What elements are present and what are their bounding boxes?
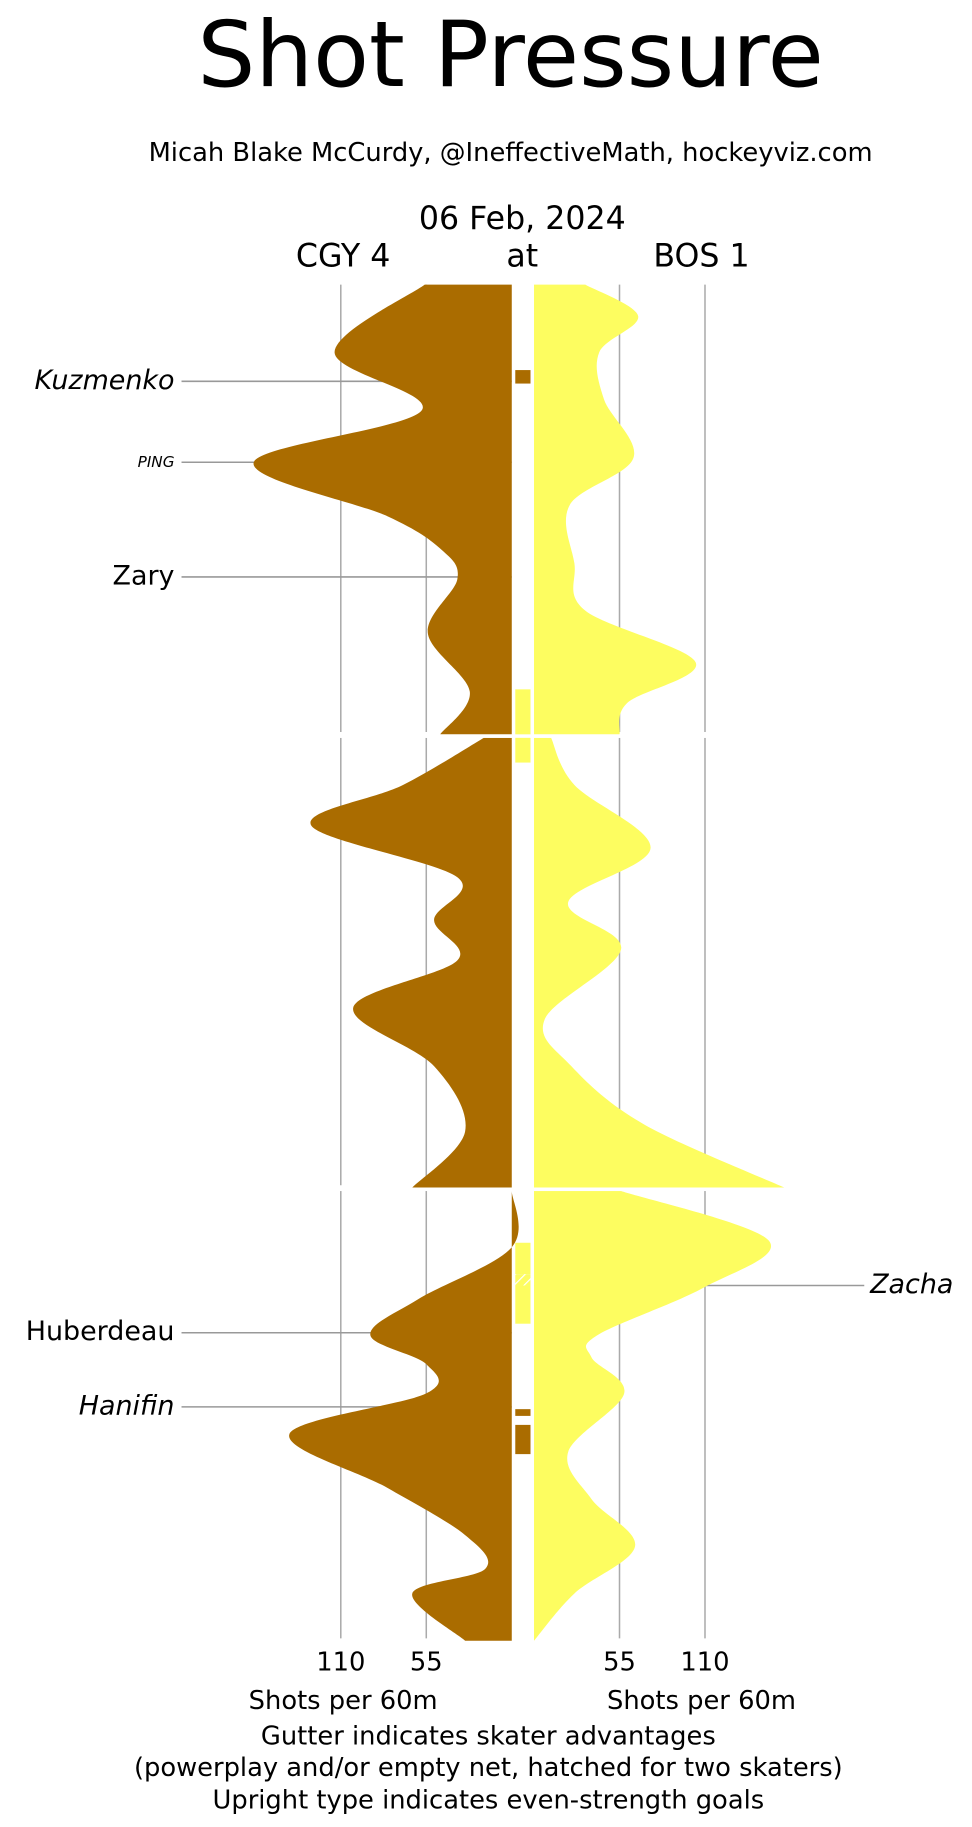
subtitle: Micah Blake McCurdy, @IneffectiveMath, h… — [149, 138, 873, 168]
note: Gutter indicates skater advantages — [261, 1721, 716, 1751]
away-label: CGY 4 — [296, 239, 390, 275]
note: Upright type indicates even-strength goa… — [213, 1786, 765, 1816]
gutter-mark — [515, 1285, 531, 1324]
x-tick-label: 55 — [410, 1647, 443, 1677]
goal-label: Zary — [113, 560, 175, 591]
x-axis-label: Shots per 60m — [249, 1686, 438, 1716]
gutter-mark — [515, 1409, 531, 1416]
pressure-area — [310, 737, 512, 1188]
gutter-mark — [515, 1424, 531, 1455]
gutter-mark — [515, 737, 531, 763]
goal-label: PING — [138, 453, 175, 471]
period-gap — [234, 734, 820, 738]
pressure-area — [534, 1191, 772, 1641]
gutter-mark — [515, 1274, 531, 1286]
gutter-mark — [515, 689, 531, 735]
note: (powerplay and/or empty net, hatched for… — [134, 1753, 843, 1783]
x-tick-label: 110 — [316, 1647, 365, 1677]
x-tick-label: 110 — [680, 1647, 729, 1677]
goal-label: Zacha — [869, 1269, 953, 1300]
gutter-mark — [515, 370, 531, 384]
goal-label: Hanifin — [79, 1390, 175, 1421]
goal-label: Huberdeau — [26, 1316, 175, 1347]
date: 06 Feb, 2024 — [419, 201, 626, 237]
gutter-mark — [515, 1242, 531, 1275]
pressure-area — [534, 737, 785, 1188]
goal-label: Kuzmenko — [34, 365, 174, 396]
at-label: at — [506, 239, 538, 275]
x-tick-label: 55 — [603, 1647, 636, 1677]
pressure-area — [289, 1191, 519, 1641]
period-gap — [234, 1187, 820, 1192]
home-label: BOS 1 — [653, 239, 749, 275]
chart-title: Shot Pressure — [197, 1, 824, 108]
pressure-area — [253, 284, 512, 735]
x-axis-label: Shots per 60m — [607, 1686, 796, 1716]
pressure-area — [534, 284, 697, 735]
